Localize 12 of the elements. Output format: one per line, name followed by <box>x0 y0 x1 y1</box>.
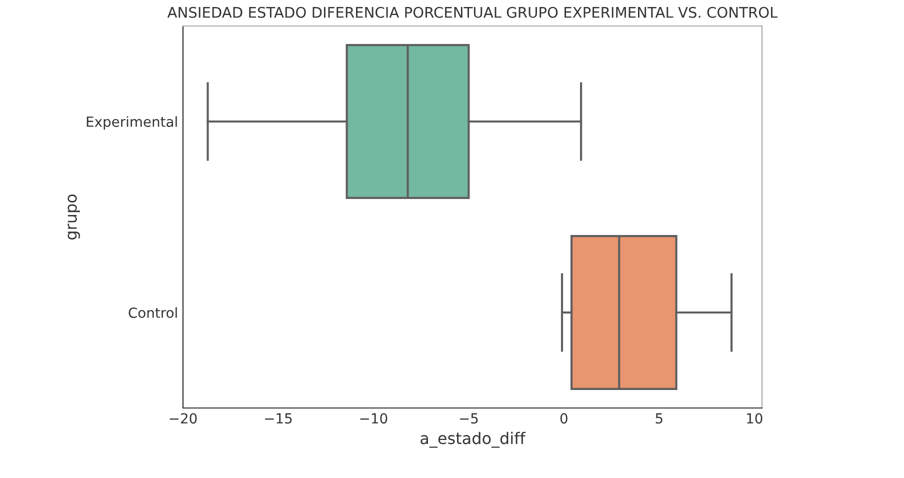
y-tick-label: Experimental <box>86 116 177 130</box>
x-tick-label: 5 <box>656 413 662 424</box>
x-tick-label: −10 <box>360 413 388 424</box>
x-axis-title: a_estado_diff <box>420 432 526 448</box>
x-tick-label: −15 <box>265 413 292 424</box>
x-tick-label: −5 <box>460 413 478 424</box>
y-tick-label: Control <box>128 307 177 318</box>
x-tick-label: 0 <box>560 413 568 424</box>
y-axis-title: grupo <box>68 194 80 240</box>
x-tick-label: −20 <box>170 413 197 424</box>
chart-title: ANSIEDAD ESTADO DIFERENCIA PORCENTUAL GRUPO EXPERIMENTAL VS. CONTROL <box>167 6 778 18</box>
x-tick-label: 10 <box>747 413 762 424</box>
